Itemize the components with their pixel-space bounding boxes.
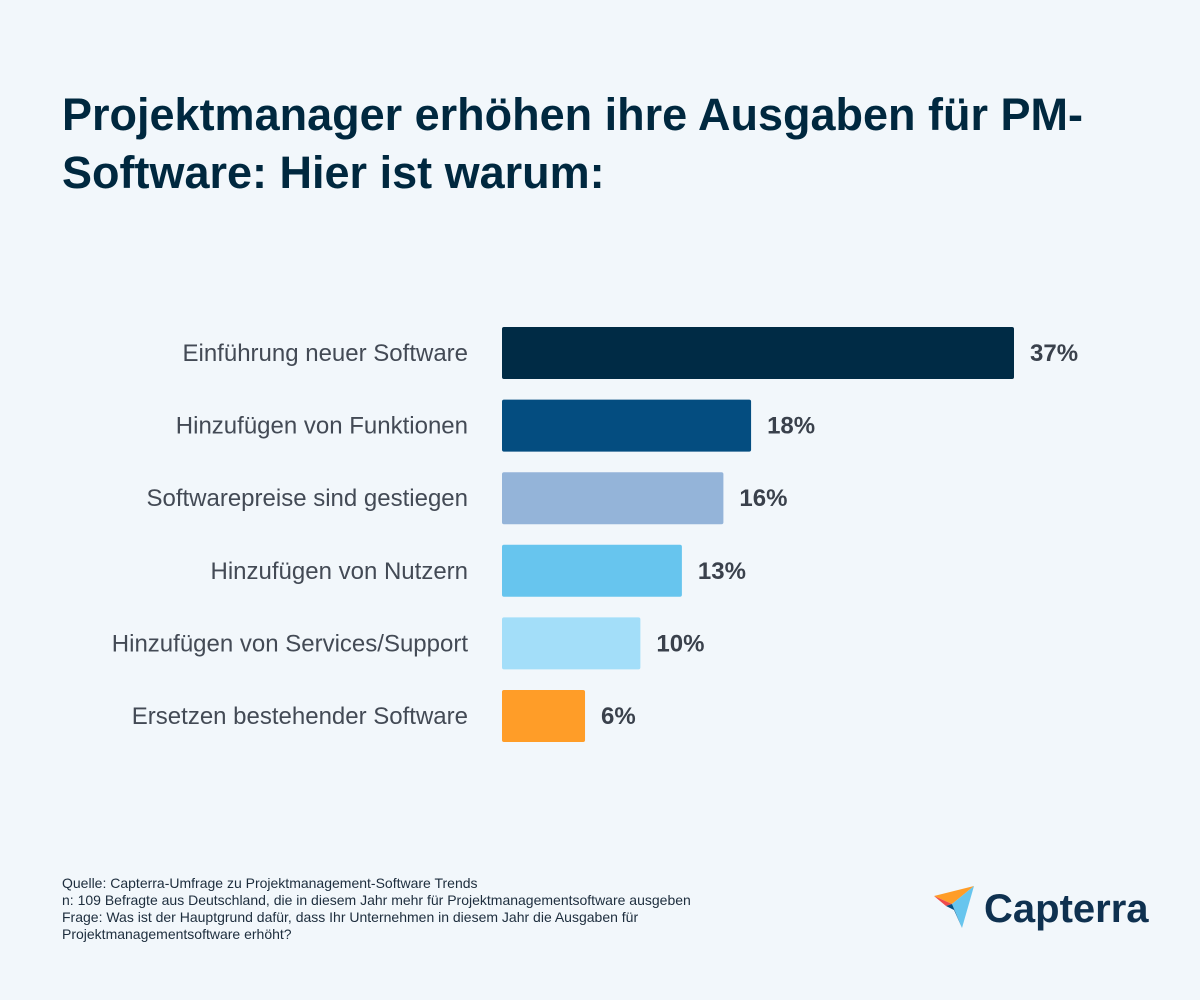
category-label: Hinzufügen von Nutzern xyxy=(211,558,468,585)
value-label: 6% xyxy=(601,703,636,730)
value-label: 18% xyxy=(767,413,815,440)
chart-title: Projektmanager erhöhen ihre Ausgaben für… xyxy=(62,89,1084,198)
source-note: Quelle: Capterra-Umfrage zu Projektmanag… xyxy=(62,875,478,891)
bar xyxy=(502,690,586,742)
bar xyxy=(502,472,724,525)
bar xyxy=(502,544,682,597)
value-label: 10% xyxy=(656,630,704,657)
category-label: Hinzufügen von Funktionen xyxy=(176,413,468,440)
category-label: Einführung neuer Software xyxy=(182,340,468,367)
category-label: Hinzufügen von Services/Support xyxy=(112,630,469,657)
sample-note: n: 109 Befragte aus Deutschland, die in … xyxy=(62,892,691,908)
bar xyxy=(502,617,641,670)
capterra-logo: Capterra xyxy=(932,884,1149,934)
bar xyxy=(502,327,1014,379)
question-note-cont: Projektmanagementsoftware erhöht? xyxy=(62,926,292,942)
capterra-arrow-icon xyxy=(934,886,974,928)
category-label: Softwarepreise sind gestiegen xyxy=(146,485,468,512)
value-label: 13% xyxy=(698,558,746,585)
footer-notes: Quelle: Capterra-Umfrage zu Projektmanag… xyxy=(62,875,691,943)
category-label: Ersetzen bestehender Software xyxy=(132,703,468,730)
capterra-wordmark: Capterra xyxy=(984,886,1149,931)
value-label: 16% xyxy=(739,485,787,512)
value-label: 37% xyxy=(1030,340,1078,367)
bar xyxy=(502,399,752,452)
question-note: Frage: Was ist der Hauptgrund dafür, das… xyxy=(62,909,639,925)
